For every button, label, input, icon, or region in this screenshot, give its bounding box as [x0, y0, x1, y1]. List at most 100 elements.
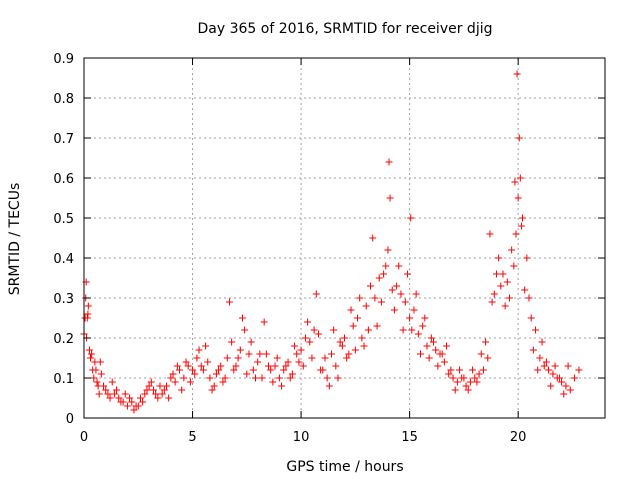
data-point [375, 274, 383, 282]
data-point [377, 298, 385, 306]
data-point [312, 290, 320, 298]
data-point [575, 366, 583, 374]
data-point [84, 310, 92, 318]
data-point [81, 314, 89, 322]
x-tick-label: 15 [401, 430, 418, 445]
data-point [514, 194, 522, 202]
data-point [317, 366, 325, 374]
data-point [162, 382, 170, 390]
data-point [267, 366, 275, 374]
data-point [460, 374, 468, 382]
data-point [549, 370, 557, 378]
y-tick-label: 0.9 [53, 52, 74, 67]
data-point [143, 386, 151, 394]
data-point [173, 362, 181, 370]
data-point [223, 354, 231, 362]
data-point [321, 354, 329, 362]
data-point [538, 338, 546, 346]
data-point [490, 290, 498, 298]
data-point [469, 366, 477, 374]
data-point [382, 262, 390, 270]
data-point [408, 326, 416, 334]
data-point [399, 326, 407, 334]
data-point [371, 294, 379, 302]
data-point [564, 362, 572, 370]
data-point [545, 366, 553, 374]
data-point [511, 178, 519, 186]
data-point [341, 334, 348, 342]
data-point [351, 346, 359, 354]
data-point [453, 378, 461, 386]
tick-layer: 0 0.1 0.2 0.3 0.4 0.5 0.6 0.7 0.8 0.9 0 5 10 15 20 [53, 52, 605, 445]
y-tick-label: 0 [66, 412, 74, 427]
data-point [304, 318, 312, 326]
data-point [534, 366, 542, 374]
data-point [517, 222, 525, 230]
data-point [156, 382, 164, 390]
data-point [403, 270, 411, 278]
data-point [332, 362, 340, 370]
data-point [503, 278, 511, 286]
x-axis-label: GPS time / hours [286, 459, 403, 475]
data-point [551, 362, 559, 370]
data-point [293, 350, 301, 358]
data-point [464, 386, 472, 394]
data-point [260, 318, 268, 326]
data-point [362, 302, 370, 310]
data-point [92, 366, 100, 374]
data-point [419, 322, 427, 330]
data-point [212, 370, 220, 378]
data-point [527, 314, 535, 322]
data-point [178, 386, 186, 394]
data-point [438, 350, 446, 358]
data-point [501, 302, 509, 310]
data-point [245, 350, 253, 358]
data-point [523, 254, 531, 262]
data-point [299, 362, 307, 370]
data-point [385, 158, 393, 166]
data-point [251, 374, 259, 382]
data-point [94, 382, 102, 390]
data-point [495, 254, 503, 262]
data-point [369, 234, 377, 242]
data-point [110, 390, 118, 398]
data-point [406, 314, 414, 322]
data-point [284, 358, 292, 366]
data-point [356, 294, 364, 302]
data-point [228, 338, 236, 346]
data-point [542, 358, 550, 366]
data-point [427, 334, 435, 342]
data-point [199, 366, 207, 374]
data-point [219, 378, 227, 386]
data-point [88, 350, 96, 358]
data-point [215, 366, 223, 374]
data-point [130, 406, 138, 414]
data-point [271, 362, 279, 370]
data-point [393, 282, 401, 290]
data-point [380, 270, 388, 278]
data-point [347, 306, 355, 314]
data-point [96, 358, 104, 366]
data-point [149, 386, 157, 394]
data-point [395, 262, 403, 270]
data-point [225, 298, 233, 306]
data-point [126, 394, 134, 402]
data-point [117, 398, 125, 406]
y-tick-label: 0.6 [53, 172, 74, 187]
data-point [384, 246, 392, 254]
data-point [306, 338, 314, 346]
data-point [401, 298, 409, 306]
data-point [90, 374, 98, 382]
data-point [360, 342, 368, 350]
data-point [443, 342, 451, 350]
data-point [297, 346, 305, 354]
data-point [104, 390, 112, 398]
data-point [210, 382, 218, 390]
data-point [186, 378, 194, 386]
data-point [189, 366, 197, 374]
data-point [236, 346, 244, 354]
data-point [447, 366, 455, 374]
data-point [560, 390, 568, 398]
data-point [123, 402, 131, 410]
